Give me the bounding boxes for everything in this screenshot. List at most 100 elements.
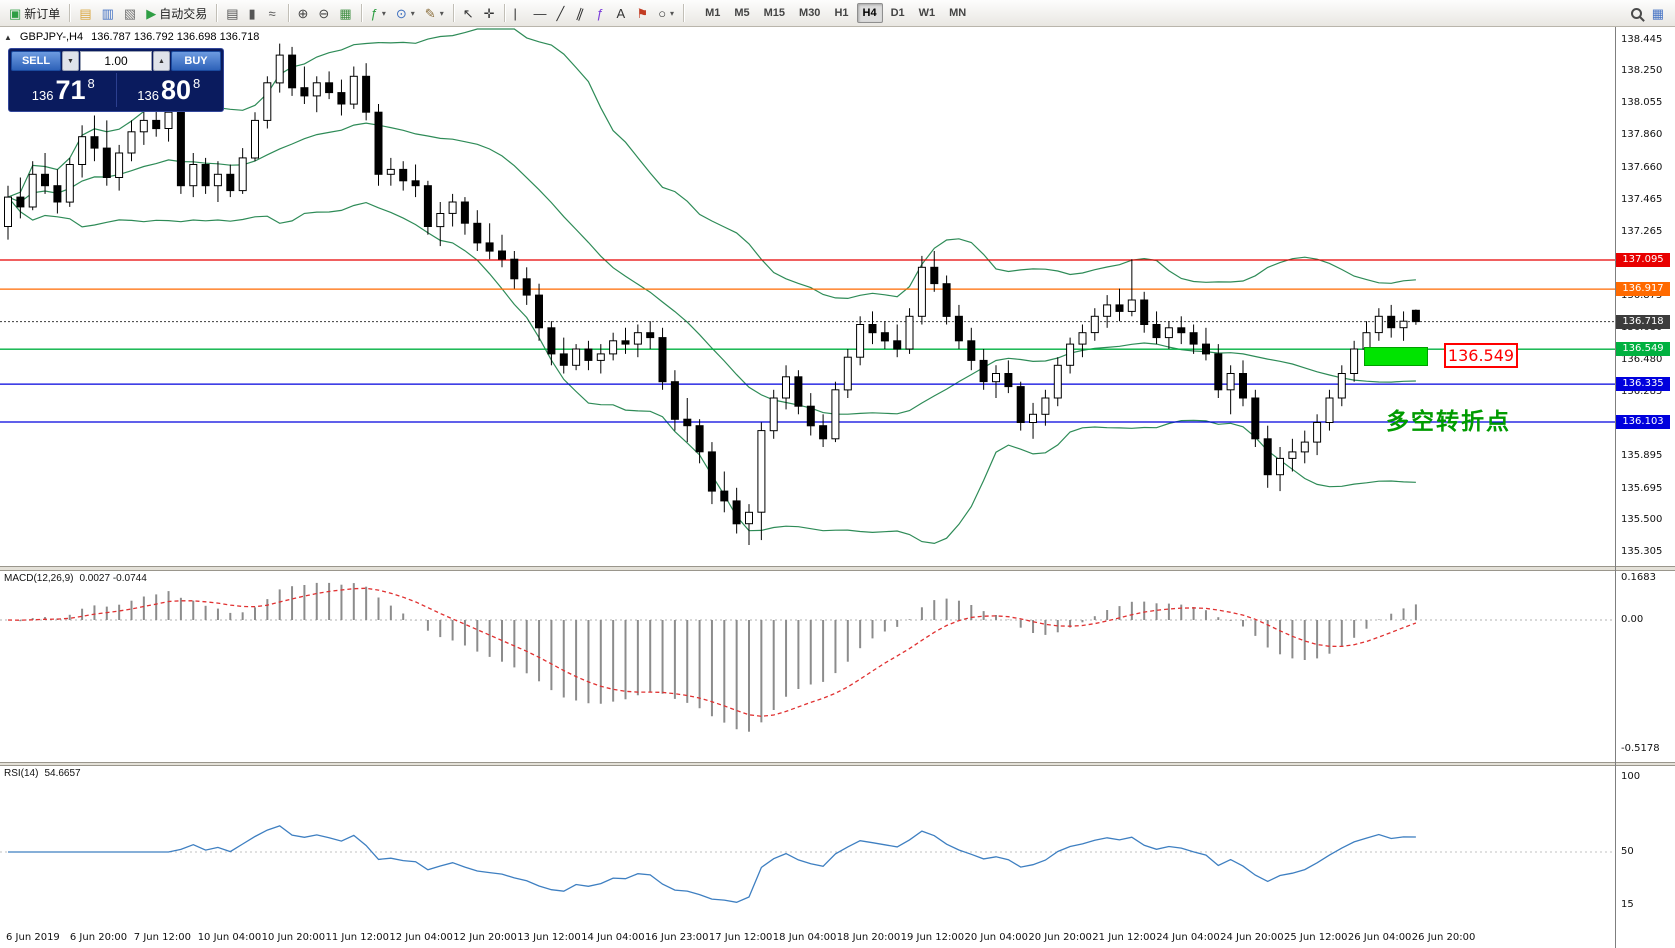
rsi-label: RSI(14) — [4, 768, 39, 779]
sell-price-button[interactable]: 136 71 8 — [11, 71, 116, 109]
zoom-in-icon-glyph: ⊕ — [297, 5, 309, 21]
timeframe-m30[interactable]: M30 — [793, 3, 826, 23]
timeframe-h1[interactable]: H1 — [828, 3, 854, 23]
template-button[interactable]: ✎ ▾ — [420, 2, 449, 24]
fibonacci-icon[interactable]: ƒ — [592, 2, 612, 24]
panel-separator[interactable] — [0, 566, 1675, 571]
channel-icon[interactable]: ∥ — [572, 2, 592, 24]
timeframe-h4[interactable]: H4 — [856, 3, 883, 23]
price-tick: 135.500 — [1621, 514, 1663, 526]
profile-icon[interactable]: ▥ — [97, 2, 119, 24]
bollinger-middle — [7, 122, 1416, 415]
candle — [732, 487, 741, 534]
price-tick: 137.265 — [1621, 226, 1663, 238]
candle — [1387, 304, 1396, 338]
candle — [621, 327, 630, 354]
candle — [312, 76, 321, 113]
candle — [16, 177, 25, 219]
toolbar-separator — [683, 4, 685, 22]
time-label: 18 Jun 04:00 — [772, 932, 837, 943]
price-tick: 135.305 — [1621, 546, 1663, 558]
shapes-glyph: ○ — [658, 5, 667, 21]
price-level-badge: 136.718 — [1616, 314, 1670, 329]
candle — [819, 414, 828, 447]
candle — [782, 365, 790, 410]
price-annotation-box[interactable]: 136.549 — [1444, 343, 1518, 368]
crosshair-icon-glyph: ✛ — [483, 5, 495, 21]
vertical-line-icon[interactable]: | — [509, 2, 529, 24]
new-order-button-label: 新订单 — [24, 6, 61, 21]
trade-panel-prices: 136 71 8 136 80 8 — [11, 71, 221, 109]
auto-trading-button[interactable]: ▶ 自动交易 — [141, 2, 212, 24]
rsi-value: 54.6657 — [44, 768, 81, 779]
candle — [1337, 365, 1346, 407]
panel-separator[interactable] — [0, 762, 1675, 766]
text-icon[interactable]: A — [612, 2, 632, 24]
toolbar: ▣ 新订单 ▤ ▥ ▧ ▶ 自动交易 ▤ ▮ ≈ ⊕ ⊖ ▦ ƒ ▾ ⊙ ▾ ✎ ▾ ↖ ✛ | — ╱ ∥ ƒ A ⚑ ○ ▾ M1 M5… — [0, 0, 1675, 27]
candle — [1374, 308, 1383, 341]
rsi-axis-tick: 15 — [1621, 898, 1634, 910]
volume-input[interactable] — [80, 51, 152, 71]
candle — [1251, 389, 1260, 447]
zoom-out-icon[interactable]: ⊖ — [313, 2, 334, 24]
candle — [683, 398, 692, 443]
period-button[interactable]: ⊙ ▾ — [391, 2, 420, 24]
candle — [176, 104, 185, 194]
highlight-rectangle[interactable] — [1364, 347, 1428, 366]
time-label: 26 Jun 20:00 — [1411, 932, 1476, 943]
new-order-button[interactable]: ▣ 新订单 — [4, 2, 65, 24]
shapes-button[interactable]: ○ ▾ — [653, 2, 679, 24]
new-chart-button[interactable]: ▦ — [1647, 2, 1669, 24]
turning-point-annotation[interactable]: 多空转折点 — [1386, 408, 1511, 434]
horizontal-line-icon[interactable]: — — [529, 2, 552, 24]
bar-chart-type-icon[interactable]: ▤ — [221, 2, 243, 24]
candle — [1090, 308, 1099, 341]
candle — [1189, 324, 1198, 354]
timeframe-d1[interactable]: D1 — [885, 3, 911, 23]
candle — [1288, 438, 1297, 472]
indicators-button[interactable]: ƒ ▾ — [366, 2, 391, 24]
sell-button[interactable]: SELL — [11, 51, 61, 71]
candle — [917, 255, 926, 325]
candle — [794, 370, 803, 415]
candle — [423, 180, 432, 235]
candle — [1016, 381, 1025, 431]
channel-icon-glyph: ∥ — [574, 4, 586, 22]
collapse-arrow-icon[interactable]: ▲ — [4, 32, 12, 42]
navigator-icon[interactable]: ▧ — [119, 2, 141, 24]
time-label: 24 Jun 20:00 — [1220, 932, 1284, 943]
chevron-down-icon: ▾ — [410, 8, 415, 18]
cursor-icon[interactable]: ↖ — [458, 2, 479, 24]
line-chart-type-icon[interactable]: ≈ — [264, 2, 284, 24]
volume-decrease-button[interactable]: ▼ — [62, 51, 79, 71]
buy-price-button[interactable]: 136 80 8 — [117, 71, 222, 109]
candle — [695, 419, 704, 464]
candle — [510, 251, 519, 289]
time-label: 12 Jun 04:00 — [389, 932, 453, 943]
zoom-in-icon[interactable]: ⊕ — [293, 2, 314, 24]
price-tick: 138.445 — [1621, 33, 1663, 45]
crosshair-icon[interactable]: ✛ — [479, 2, 500, 24]
timeframe-m1[interactable]: M1 — [699, 3, 726, 23]
new-order-glyph: ▣ — [9, 5, 22, 21]
trendline-icon[interactable]: ╱ — [552, 2, 572, 24]
volume-increase-button[interactable]: ▲ — [153, 51, 170, 71]
timeframe-m15[interactable]: M15 — [758, 3, 791, 23]
chart-window-icon[interactable]: ▤ — [74, 2, 96, 24]
timeframe-group: M1 M5 M15 M30 H1 H4 D1 W1 MN — [698, 0, 973, 26]
indicators-glyph: ƒ — [370, 5, 378, 21]
timeframe-mn[interactable]: MN — [943, 3, 972, 23]
time-label: 20 Jun 04:00 — [964, 932, 1029, 943]
tile-windows-icon[interactable]: ▦ — [334, 2, 356, 24]
arrow-tool-icon[interactable]: ⚑ — [632, 2, 654, 24]
timeframe-w1[interactable]: W1 — [913, 3, 942, 23]
candlestick-type-icon[interactable]: ▮ — [244, 2, 264, 24]
timeframe-m5[interactable]: M5 — [728, 3, 755, 23]
buy-button[interactable]: BUY — [171, 51, 221, 71]
search-button[interactable] — [1626, 2, 1647, 24]
candle — [1276, 447, 1284, 492]
horizontal-line-icon-glyph: — — [533, 5, 547, 21]
candle — [584, 340, 593, 371]
bar-chart-type-icon-glyph: ▤ — [226, 5, 239, 21]
macd-signal-line — [7, 587, 1417, 717]
